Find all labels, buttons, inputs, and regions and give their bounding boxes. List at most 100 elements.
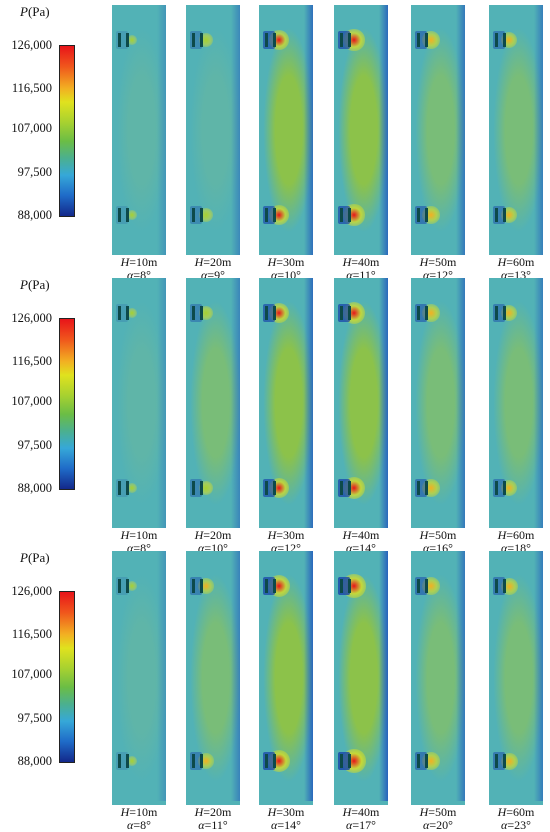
caption-angle: α=23° bbox=[486, 819, 546, 832]
colorbar-tick-label: 126,000 bbox=[11, 311, 52, 325]
opening-bar bbox=[118, 306, 121, 320]
contour-panel bbox=[411, 278, 465, 528]
caption-height: H=40m bbox=[331, 806, 391, 819]
opening-bar bbox=[192, 481, 195, 495]
opening-bar bbox=[495, 208, 498, 222]
height-equals: = bbox=[203, 805, 211, 819]
opening-bar bbox=[265, 754, 268, 768]
colorbar-tick-label: 126,000 bbox=[11, 584, 52, 598]
opening-bar bbox=[503, 208, 506, 222]
opening-bar bbox=[417, 33, 420, 47]
colorbar-tick-label: 116,500 bbox=[11, 354, 52, 368]
height-value: 10m bbox=[136, 255, 158, 269]
caption-angle: α=17° bbox=[331, 819, 391, 832]
height-equals: = bbox=[506, 805, 514, 819]
height-equals: = bbox=[276, 255, 284, 269]
caption-height: H=10m bbox=[109, 806, 169, 819]
height-value: 60m bbox=[513, 805, 535, 819]
height-equals: = bbox=[428, 255, 436, 269]
opening-bar bbox=[417, 306, 420, 320]
figure-row-1: P(Pa) 126,000 116,500 107,000 97,500 88,000 H=… bbox=[0, 4, 550, 282]
height-equals: = bbox=[276, 805, 284, 819]
opening-bar bbox=[273, 208, 276, 222]
low-pressure-wall bbox=[231, 278, 240, 528]
pressure-field bbox=[186, 278, 240, 528]
opening-bar bbox=[273, 306, 276, 320]
angle-symbol: α bbox=[346, 541, 353, 555]
low-pressure-wall bbox=[304, 551, 313, 801]
height-equals: = bbox=[129, 805, 137, 819]
high-pressure-zone-lower bbox=[126, 755, 138, 767]
height-equals: = bbox=[428, 528, 436, 542]
contour-panel bbox=[259, 5, 313, 255]
opening-bar bbox=[273, 754, 276, 768]
colorbar bbox=[59, 318, 75, 490]
angle-value: 9° bbox=[214, 268, 225, 282]
opening-bar bbox=[348, 481, 351, 495]
caption-angle: α=8° bbox=[109, 542, 169, 555]
low-pressure-wall bbox=[231, 551, 240, 801]
angle-value: 8° bbox=[140, 268, 151, 282]
opening-bar bbox=[503, 579, 506, 593]
opening-bar bbox=[340, 208, 343, 222]
opening-bar bbox=[118, 754, 121, 768]
height-symbol: H bbox=[419, 255, 429, 269]
opening-bar bbox=[265, 208, 268, 222]
caption-angle: α=8° bbox=[109, 269, 169, 282]
panel-caption: H=10m α=8° bbox=[109, 529, 169, 555]
opening-bar bbox=[417, 208, 420, 222]
opening-bar bbox=[417, 579, 420, 593]
opening-bar bbox=[126, 481, 129, 495]
contour-panel bbox=[489, 278, 543, 528]
panel-caption: H=40m α=17° bbox=[331, 806, 391, 832]
caption-angle: α=8° bbox=[109, 819, 169, 832]
opening-bar bbox=[273, 33, 276, 47]
opening-bar bbox=[126, 754, 129, 768]
panel-caption: H=10m α=8° bbox=[109, 256, 169, 282]
opening-bar bbox=[192, 306, 195, 320]
panel-caption: H=60m α=18° bbox=[486, 529, 546, 555]
low-pressure-wall bbox=[456, 278, 465, 528]
colorbar-tick-label: 88,000 bbox=[17, 754, 52, 768]
angle-symbol: α bbox=[201, 268, 208, 282]
colorbar-tick-label: 97,500 bbox=[17, 165, 52, 179]
caption-height: H=10m bbox=[109, 256, 169, 269]
contour-panel bbox=[411, 5, 465, 255]
opening-bar bbox=[495, 754, 498, 768]
height-equals: = bbox=[129, 255, 137, 269]
opening-bar bbox=[425, 208, 428, 222]
angle-equals: = bbox=[133, 541, 141, 555]
angle-value: 17° bbox=[359, 818, 376, 832]
panel-caption: H=10m α=8° bbox=[109, 806, 169, 832]
angle-symbol: α bbox=[127, 268, 134, 282]
contour-panel bbox=[334, 551, 388, 805]
opening-bar bbox=[425, 33, 428, 47]
contour-panel bbox=[259, 278, 313, 528]
opening-bar bbox=[503, 33, 506, 47]
opening-bar bbox=[495, 579, 498, 593]
angle-symbol: α bbox=[501, 541, 508, 555]
height-equals: = bbox=[351, 805, 359, 819]
angle-value: 8° bbox=[140, 541, 151, 555]
angle-equals: = bbox=[277, 818, 285, 832]
pressure-unit: (Pa) bbox=[27, 4, 50, 19]
opening-bar bbox=[340, 754, 343, 768]
height-value: 50m bbox=[435, 255, 457, 269]
opening-bar bbox=[495, 306, 498, 320]
angle-symbol: α bbox=[198, 818, 205, 832]
caption-height: H=30m bbox=[256, 529, 316, 542]
angle-symbol: α bbox=[423, 268, 430, 282]
angle-equals: = bbox=[352, 268, 360, 282]
pressure-field bbox=[186, 5, 240, 255]
contour-panel bbox=[186, 5, 240, 255]
opening-bar bbox=[200, 579, 203, 593]
contour-panel bbox=[186, 278, 240, 528]
height-equals: = bbox=[506, 528, 514, 542]
angle-value: 8° bbox=[140, 818, 151, 832]
low-pressure-wall bbox=[534, 278, 543, 528]
contour-panel bbox=[334, 278, 388, 528]
angle-symbol: α bbox=[271, 541, 278, 555]
height-value: 40m bbox=[358, 805, 380, 819]
opening-bar bbox=[192, 208, 195, 222]
pressure-axis-title: P(Pa) bbox=[20, 277, 50, 293]
